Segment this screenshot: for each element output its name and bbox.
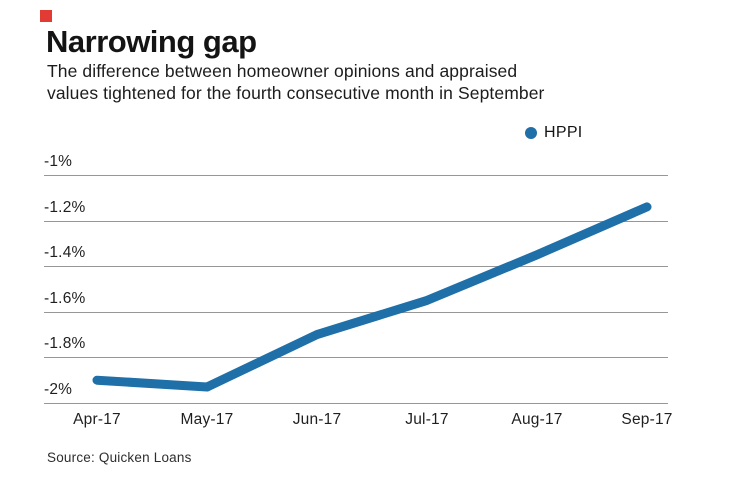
y-tick-label: -1.2% <box>44 199 86 216</box>
gridline <box>44 266 668 267</box>
gridline <box>44 312 668 313</box>
gridline <box>44 357 668 358</box>
x-tick-label: Apr-17 <box>73 411 121 428</box>
y-tick-label: -1.4% <box>44 244 86 261</box>
y-tick-label: -1.8% <box>44 335 86 352</box>
legend-label: HPPI <box>544 124 583 141</box>
x-tick-label: Jul-17 <box>405 411 449 428</box>
x-tick-label: Sep-17 <box>621 411 673 428</box>
chart-subtitle: The difference between homeowner opinion… <box>47 61 545 103</box>
x-tick-label: Jun-17 <box>292 411 342 428</box>
x-tick-label: May-17 <box>180 411 234 428</box>
y-tick-label: -1% <box>44 153 73 170</box>
chart-title: Narrowing gap <box>46 24 257 59</box>
gridline <box>44 221 668 222</box>
y-tick-label: -2% <box>44 381 73 398</box>
gridline <box>44 175 668 176</box>
gridline <box>44 403 668 404</box>
legend: HPPI <box>525 123 583 143</box>
publisher-brand-mark-icon <box>40 10 52 22</box>
source-text: Source: Quicken Loans <box>47 450 192 465</box>
hppi-line <box>92 202 652 392</box>
x-tick-label: Aug-17 <box>511 411 563 428</box>
y-tick-label: -1.6% <box>44 290 86 307</box>
legend-marker-icon <box>525 127 537 139</box>
